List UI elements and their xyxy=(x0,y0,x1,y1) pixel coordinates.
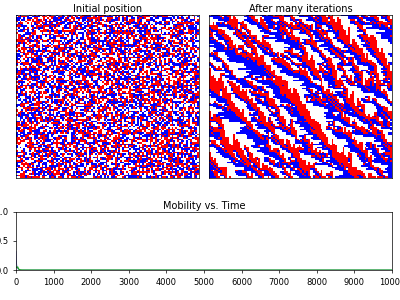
Title: After many iterations: After many iterations xyxy=(249,4,352,14)
Title: Initial position: Initial position xyxy=(73,4,142,14)
Title: Mobility vs. Time: Mobility vs. Time xyxy=(163,201,245,211)
